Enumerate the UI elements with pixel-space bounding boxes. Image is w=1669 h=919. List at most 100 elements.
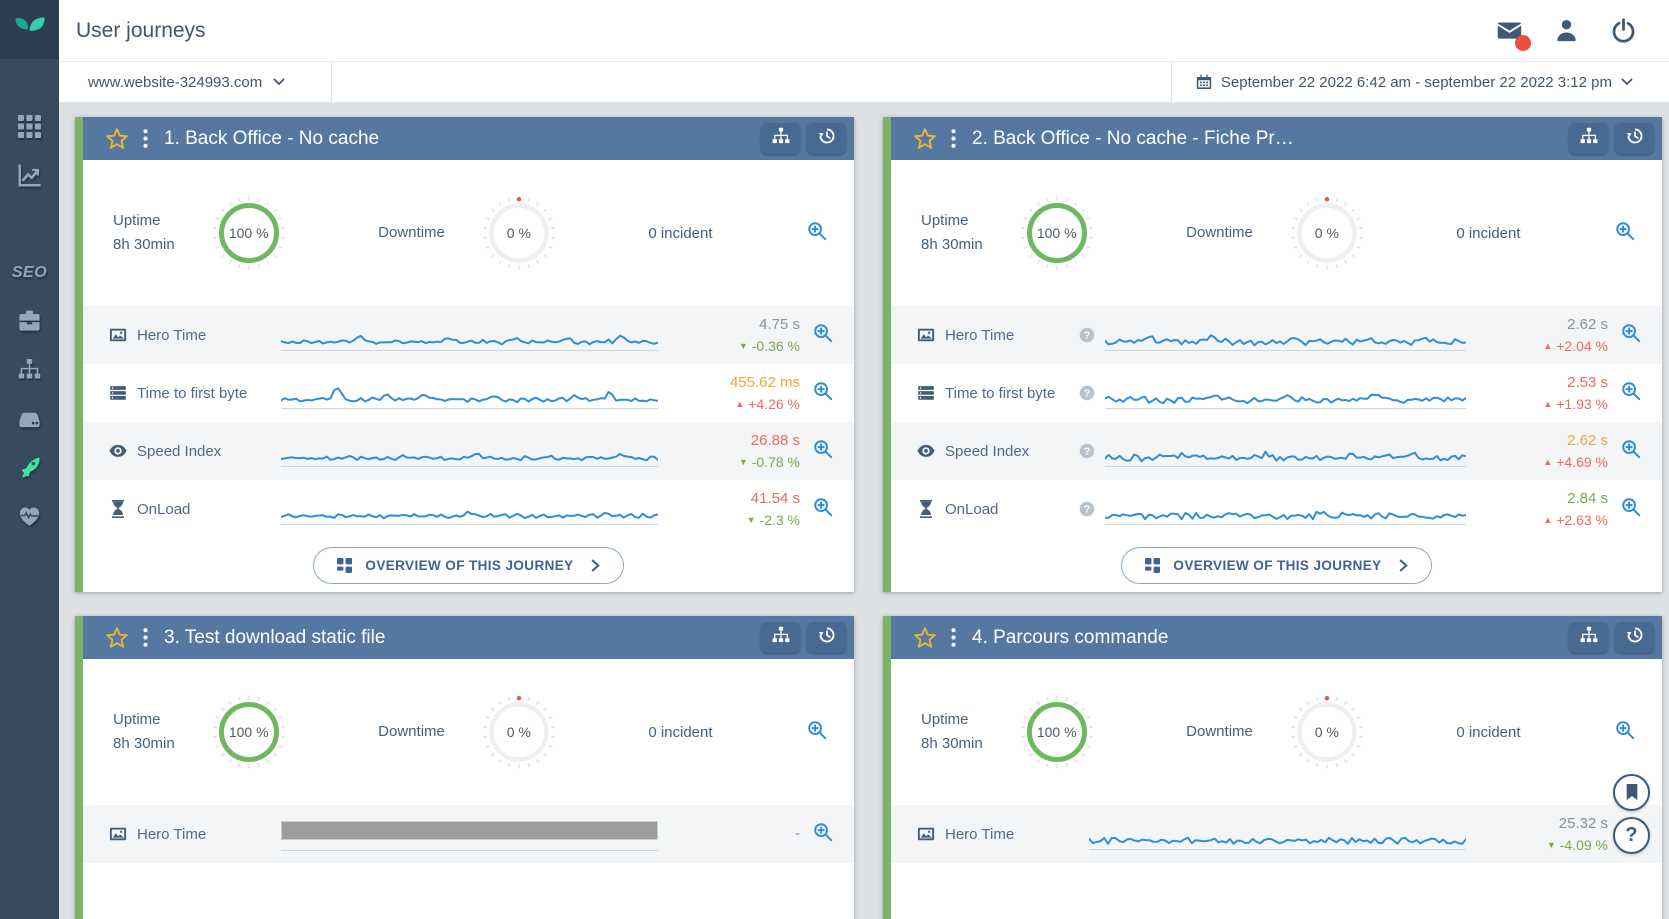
journey-card-2-header: 2. Back Office - No cache - Fiche Pr… <box>891 117 1662 160</box>
zoom-in-icon[interactable] <box>810 380 836 406</box>
sidebar-item-health[interactable] <box>16 505 42 531</box>
drag-handle-icon[interactable] <box>143 129 148 148</box>
logout-button[interactable] <box>1610 17 1636 44</box>
journey-steps-button[interactable] <box>1569 123 1608 154</box>
top-header: User journeys <box>59 0 1669 62</box>
favorite-star-icon[interactable] <box>913 626 937 649</box>
metric-row-hero-time: Hero Time - <box>83 805 854 863</box>
metric-label: Hero Time <box>945 326 1015 344</box>
zoom-in-icon[interactable] <box>804 719 830 745</box>
uptime-gauge: 100 % <box>1019 694 1095 770</box>
downtime-value: 0 % <box>1314 724 1339 740</box>
downtime-gauge: 0 % <box>1289 195 1365 271</box>
image-icon <box>917 825 935 843</box>
zoom-in-icon[interactable] <box>810 438 836 464</box>
uptime-gauge: 100 % <box>211 694 287 770</box>
server-stack-icon <box>109 384 127 402</box>
journey-history-button[interactable] <box>807 622 846 653</box>
favorite-star-icon[interactable] <box>913 127 937 150</box>
journeys-grid: 1. Back Office - No cache Uptime 8h 30min… <box>59 103 1669 919</box>
uptime-value: 100 % <box>1036 724 1077 740</box>
metric-values: 4.75 s ▼ -0.36 % <box>738 315 800 354</box>
journey-title: 3. Test download static file <box>164 626 386 648</box>
zoom-in-icon[interactable] <box>810 322 836 348</box>
incident-count: 0 incident <box>648 723 713 741</box>
sparkline-chart <box>1104 492 1467 526</box>
zoom-in-icon[interactable] <box>1618 380 1644 406</box>
app-logo[interactable] <box>0 0 59 59</box>
zoom-in-icon[interactable] <box>1618 438 1644 464</box>
help-icon[interactable]: ? <box>1079 327 1095 343</box>
downtime-label: Downtime <box>378 723 445 740</box>
sidebar-item-user-journeys[interactable] <box>16 456 42 482</box>
zoom-in-icon[interactable] <box>1612 719 1638 745</box>
journey-card-3-header: 3. Test download static file <box>83 616 854 659</box>
messages-button[interactable] <box>1496 18 1531 51</box>
journey-steps-button[interactable] <box>761 622 800 653</box>
journey-history-button[interactable] <box>1615 123 1654 154</box>
overview-of-journey-button[interactable]: OVERVIEW OF THIS JOURNEY <box>313 546 624 584</box>
website-selector-value: www.website-324993.com <box>88 73 263 91</box>
incident-count: 0 incident <box>1456 723 1521 741</box>
zoom-in-icon[interactable] <box>804 220 830 246</box>
sidebar-item-toolbox[interactable] <box>16 309 42 335</box>
help-button[interactable]: ? <box>1613 817 1650 854</box>
sidebar-item-sitemap[interactable] <box>16 358 42 384</box>
zoom-in-icon[interactable] <box>1618 322 1644 348</box>
zoom-in-icon[interactable] <box>810 821 836 847</box>
overview-of-journey-button[interactable]: OVERVIEW OF THIS JOURNEY <box>1121 546 1432 584</box>
zoom-in-icon[interactable] <box>1618 496 1644 522</box>
metric-values: 41.54 s ▼ -2.3 % <box>746 489 800 528</box>
website-selector[interactable]: www.website-324993.com <box>59 62 332 102</box>
drag-handle-icon[interactable] <box>143 628 148 647</box>
uptime-label: Uptime 8h 30min <box>113 711 175 752</box>
mail-icon <box>1497 18 1522 48</box>
hourglass-icon <box>917 500 935 518</box>
journey-card-4-header: 4. Parcours commande <box>891 616 1662 659</box>
sitemap-icon <box>772 626 790 649</box>
drag-handle-icon[interactable] <box>951 129 956 148</box>
toolbar-spacer <box>332 62 1171 102</box>
leaf-logo-icon <box>15 17 45 31</box>
sidebar-item-analytics[interactable] <box>16 164 42 190</box>
favorite-star-icon[interactable] <box>105 127 129 150</box>
incident-count: 0 incident <box>1456 224 1521 242</box>
date-range-selector[interactable]: September 22 2022 6:42 am - september 22… <box>1170 62 1669 102</box>
line-chart-icon <box>18 164 41 192</box>
sidebar-item-dashboard[interactable] <box>16 115 42 141</box>
availability-section: Uptime 8h 30min 100 % Downtime 0 % 0 inci… <box>891 160 1662 306</box>
help-icon[interactable]: ? <box>1079 443 1095 459</box>
sidebar-item-seo[interactable]: SEO <box>11 264 48 281</box>
journey-history-button[interactable] <box>807 123 846 154</box>
sitemap-icon <box>772 127 790 150</box>
sitemap-icon <box>1580 626 1598 649</box>
server-icon <box>18 407 41 435</box>
sparkline-chart <box>280 318 659 352</box>
metric-values: 455.62 ms ▲ +4.26 % <box>729 373 800 412</box>
help-icon[interactable]: ? <box>1079 501 1095 517</box>
sidebar-item-servers[interactable] <box>16 407 42 433</box>
calendar-icon <box>1196 74 1212 89</box>
uptime-label: Uptime 8h 30min <box>921 711 983 752</box>
image-icon <box>109 825 127 843</box>
grid-icon <box>17 115 41 143</box>
date-range-value: September 22 2022 6:42 am - september 22… <box>1220 73 1612 91</box>
downtime-value: 0 % <box>1314 225 1339 241</box>
overview-button-label: OVERVIEW OF THIS JOURNEY <box>365 557 574 573</box>
account-button[interactable] <box>1553 18 1579 44</box>
zoom-in-icon[interactable] <box>810 496 836 522</box>
eye-icon <box>917 442 935 460</box>
journey-steps-button[interactable] <box>1569 622 1608 653</box>
journey-steps-button[interactable] <box>761 123 800 154</box>
drag-handle-icon[interactable] <box>951 628 956 647</box>
bookmark-button[interactable] <box>1613 774 1650 811</box>
metric-values: 26.88 s ▼ -0.78 % <box>738 431 800 470</box>
sparkline-chart <box>280 434 659 468</box>
heartbeat-icon <box>18 505 41 533</box>
availability-section: Uptime 8h 30min 100 % Downtime 0 % 0 inci… <box>83 160 854 306</box>
journey-history-button[interactable] <box>1615 622 1654 653</box>
zoom-in-icon[interactable] <box>1612 220 1638 246</box>
sparkline-chart <box>1104 434 1467 468</box>
favorite-star-icon[interactable] <box>105 626 129 649</box>
help-icon[interactable]: ? <box>1079 385 1095 401</box>
